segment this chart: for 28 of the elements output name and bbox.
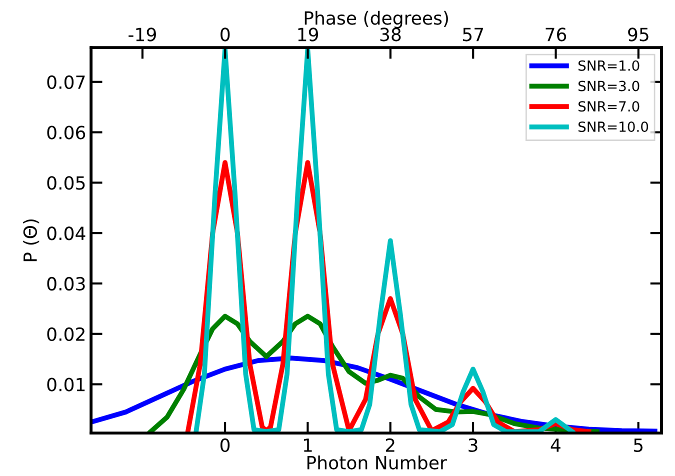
y-tick-label: 0.03 [47, 276, 85, 291]
line-series [194, 48, 575, 434]
y-tick-label: 0.07 [47, 75, 85, 89]
x2-tick-label: 76 [546, 28, 566, 42]
y-tick-label: 0.04 [47, 226, 86, 240]
x-tick-label: 1 [304, 438, 312, 452]
legend-label: SNR=3.0 [578, 80, 640, 92]
x-tick-label: 2 [386, 438, 394, 452]
y-tick-label: 0.06 [47, 126, 86, 140]
y-tick-label: 0.05 [47, 176, 85, 190]
x2-tick-label: 57 [463, 28, 484, 42]
x-axis-title: Photon Number [307, 455, 447, 470]
x-tick-label: 0 [220, 438, 230, 452]
x2-tick-label: 95 [628, 28, 648, 42]
y-tick-label: 0.01 [47, 378, 85, 392]
x2-tick-label: 0 [220, 28, 230, 42]
legend-label: SNR=1.0 [578, 60, 640, 71]
x2-axis-title: Phase (degrees) [304, 10, 448, 28]
legend-label: SNR=10.0 [578, 122, 648, 132]
x-tick-label: 5 [634, 438, 643, 452]
x-tick-label: 4 [550, 438, 560, 452]
x2-tick-label: -19 [128, 28, 156, 42]
y-axis-title: P (Θ) [23, 219, 40, 262]
x-tick-label: 3 [468, 438, 478, 452]
x2-tick-label: 38 [380, 28, 401, 42]
legend-label: SNR=7.0 [578, 101, 640, 112]
x2-tick-label: 19 [298, 28, 318, 42]
y-tick-label: 0.02 [47, 327, 84, 341]
